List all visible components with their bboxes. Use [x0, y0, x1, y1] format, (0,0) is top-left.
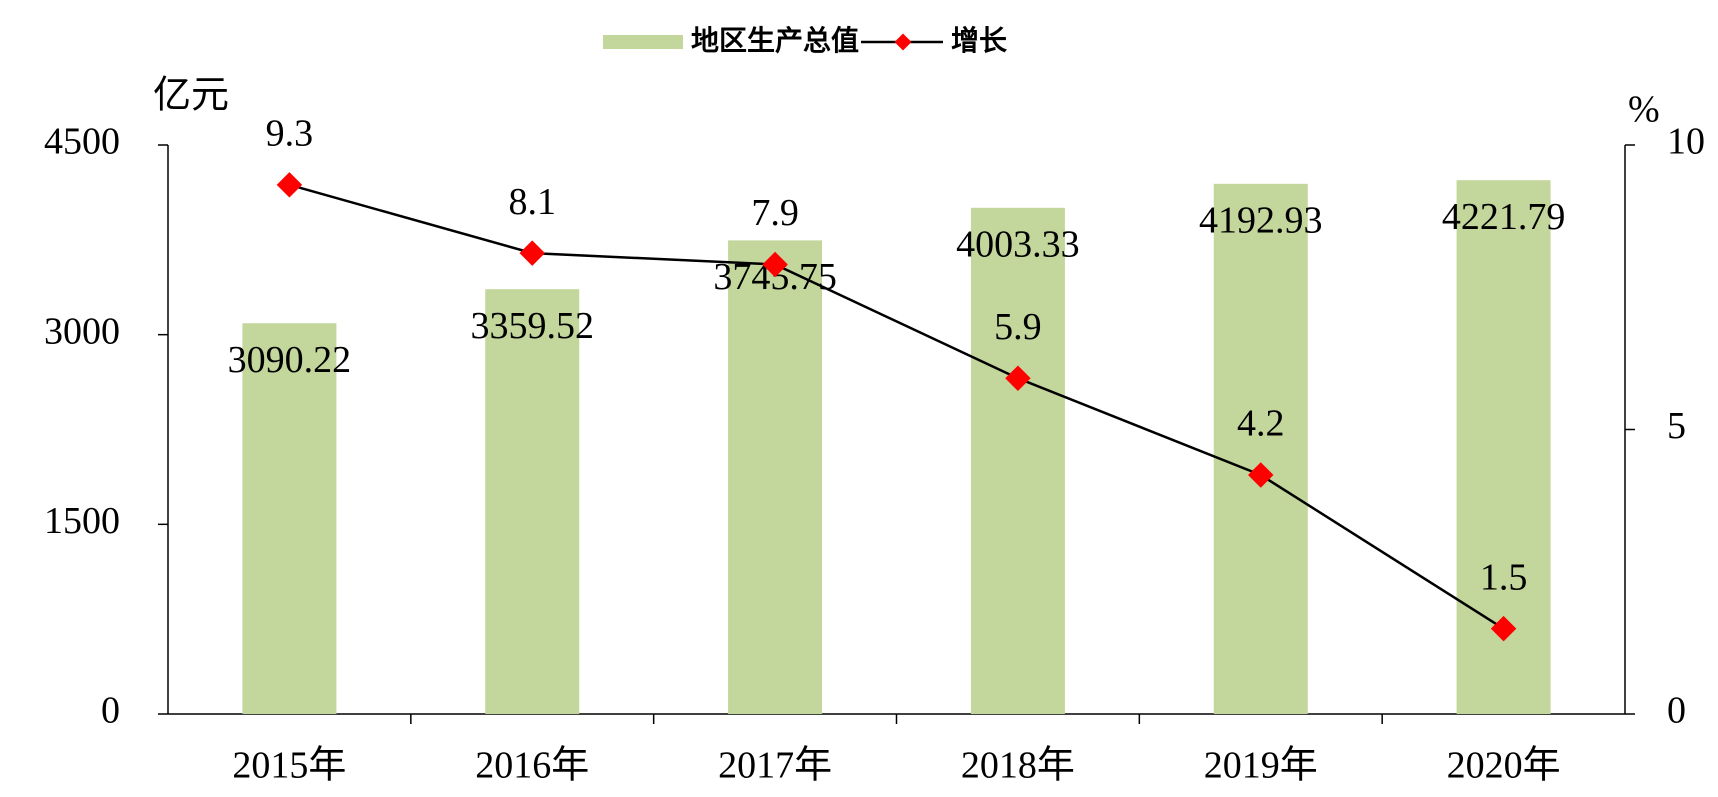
line-marker — [519, 240, 545, 266]
legend-label: 增长 — [951, 24, 1007, 57]
y-tick-label: 1500 — [44, 500, 120, 542]
x-tick-label: 2016年 — [475, 745, 589, 787]
y2-tick-label: 0 — [1667, 690, 1686, 732]
x-tick-label: 2017年 — [718, 745, 832, 787]
y-tick-label: 4500 — [44, 121, 120, 163]
y-axis-label: 亿元 — [153, 75, 229, 117]
bar — [242, 323, 337, 714]
bar — [1213, 183, 1308, 715]
bar-value-label: 3359.52 — [471, 305, 595, 347]
bar — [485, 289, 580, 714]
line-value-label: 4.2 — [1237, 403, 1285, 445]
y2-tick-label: 5 — [1667, 405, 1686, 447]
line-value-label: 1.5 — [1480, 556, 1528, 598]
bar-value-label: 4003.33 — [956, 224, 1080, 266]
line-value-label: 5.9 — [994, 306, 1042, 348]
x-tick-label: 2015年 — [232, 745, 346, 787]
line-value-label: 9.3 — [266, 113, 314, 155]
x-tick-label: 2020年 — [1447, 745, 1561, 787]
line-value-label: 7.9 — [751, 192, 799, 234]
line-marker — [1005, 365, 1031, 392]
growth-line — [289, 183, 1505, 630]
y-tick-label: 0 — [101, 690, 120, 732]
y2-tick-label: 10 — [1667, 121, 1705, 163]
legend-swatch — [603, 35, 683, 49]
line-value-label: 8.1 — [509, 181, 557, 223]
bar-value-label: 3090.22 — [228, 339, 352, 381]
x-tick-label: 2019年 — [1204, 745, 1318, 787]
legend-marker — [894, 33, 912, 51]
bar — [970, 207, 1065, 715]
line-marker — [276, 172, 303, 198]
bar — [728, 240, 823, 714]
bar-value-label: 4192.93 — [1199, 200, 1323, 242]
legend-label: 地区生产总值 — [691, 24, 859, 57]
y2-axis-label: % — [1628, 89, 1660, 131]
line-marker — [762, 251, 788, 278]
x-tick-label: 2018年 — [961, 745, 1075, 787]
bar-value-label: 4221.79 — [1442, 196, 1566, 238]
y-tick-label: 3000 — [44, 310, 120, 352]
